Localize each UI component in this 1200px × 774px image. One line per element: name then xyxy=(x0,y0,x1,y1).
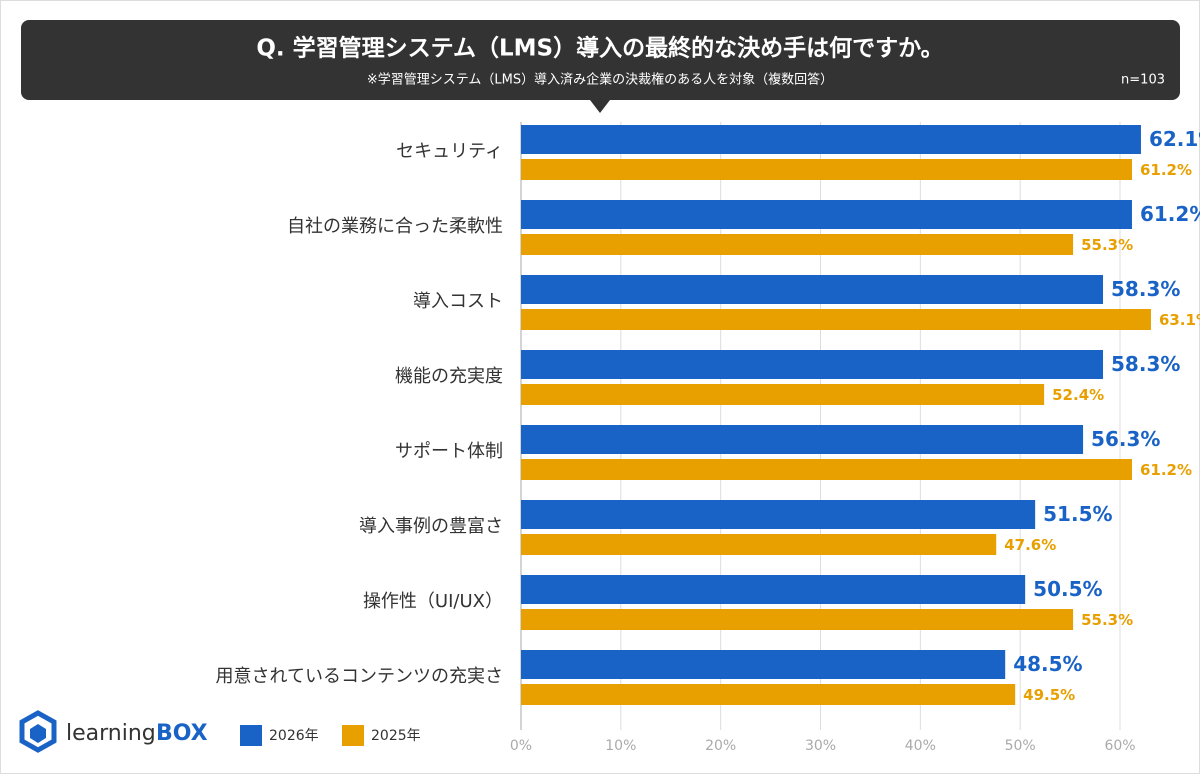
value-label: 48.5% xyxy=(1013,652,1082,676)
value-label: 56.3% xyxy=(1091,427,1160,451)
x-tick-label: 0% xyxy=(510,738,532,754)
value-label: 61.2% xyxy=(1140,202,1200,226)
logo-icon xyxy=(19,710,57,753)
bar xyxy=(521,425,1084,454)
category-label: 機能の充実度 xyxy=(395,366,503,387)
x-tick-label: 20% xyxy=(705,738,736,754)
value-label: 55.3% xyxy=(1081,236,1133,254)
category-label: 導入事例の豊富さ xyxy=(359,516,503,537)
bar xyxy=(521,350,1104,379)
logo-text-bold: BOX xyxy=(156,721,208,746)
bar xyxy=(521,500,1036,529)
title-box xyxy=(21,20,1180,100)
bar xyxy=(521,159,1132,180)
value-label: 51.5% xyxy=(1043,502,1112,526)
legend-label: 2025年 xyxy=(371,728,421,744)
legend-label: 2026年 xyxy=(269,728,319,744)
bar xyxy=(521,200,1132,229)
value-label: 55.3% xyxy=(1081,611,1133,629)
x-tick-label: 40% xyxy=(905,738,936,754)
value-label: 47.6% xyxy=(1004,536,1056,554)
value-label: 49.5% xyxy=(1023,686,1075,704)
value-label: 61.2% xyxy=(1140,461,1192,479)
bar xyxy=(521,609,1074,630)
value-label: 61.2% xyxy=(1140,161,1192,179)
bar xyxy=(521,384,1045,405)
logo-text: learning xyxy=(66,721,156,746)
bar xyxy=(521,534,997,555)
category-label: セキュリティ xyxy=(396,141,503,162)
x-tick-label: 30% xyxy=(805,738,836,754)
value-label: 50.5% xyxy=(1033,577,1102,601)
legend-swatch xyxy=(240,725,262,746)
legend-swatch xyxy=(342,725,364,746)
sample-size: n=103 xyxy=(1121,73,1165,88)
x-tick-label: 50% xyxy=(1005,738,1036,754)
category-label: 操作性（UI/UX） xyxy=(363,591,503,612)
bar xyxy=(521,650,1006,679)
bar xyxy=(521,459,1132,480)
value-label: 58.3% xyxy=(1111,277,1180,301)
category-label: 導入コスト xyxy=(413,291,503,312)
subtitle: ※学習管理システム（LMS）導入済み企業の決裁権のある人を対象（複数回答） xyxy=(367,72,833,88)
chart-title: Q. 学習管理システム（LMS）導入の最終的な決め手は何ですか。 xyxy=(256,35,943,62)
value-label: 63.1% xyxy=(1159,311,1200,329)
category-label: サポート体制 xyxy=(395,441,503,462)
x-tick-label: 10% xyxy=(605,738,636,754)
bar xyxy=(521,125,1141,154)
x-tick-label: 60% xyxy=(1104,738,1135,754)
value-label: 62.1% xyxy=(1149,127,1200,151)
bar xyxy=(521,684,1016,705)
category-label: 用意されているコンテンツの充実さ xyxy=(216,666,503,687)
category-label: 自社の業務に合った柔軟性 xyxy=(287,216,503,237)
value-label: 52.4% xyxy=(1052,386,1104,404)
value-label: 58.3% xyxy=(1111,352,1180,376)
bar xyxy=(521,575,1026,604)
bar xyxy=(521,309,1151,330)
bar xyxy=(521,234,1074,255)
title-pointer xyxy=(590,100,610,113)
bar xyxy=(521,275,1104,304)
